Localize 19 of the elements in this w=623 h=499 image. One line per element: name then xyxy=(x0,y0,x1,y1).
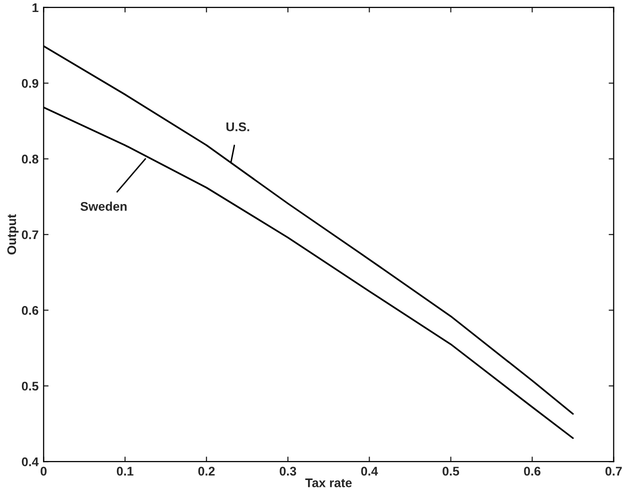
x-tick-label: 0.7 xyxy=(605,466,622,476)
x-tick-label: 0.2 xyxy=(198,466,215,476)
x-tick-label: 0.1 xyxy=(116,466,134,476)
y-axis-title: Output xyxy=(7,214,19,254)
x-tick-label: 0.4 xyxy=(361,466,378,476)
x-tick-label: 0.3 xyxy=(280,466,296,476)
x-tick-label: 0.5 xyxy=(442,466,460,476)
y-tick-label: 0.5 xyxy=(22,382,38,391)
y-tick-label: 0.9 xyxy=(22,78,38,88)
x-axis-title: Tax rate xyxy=(305,478,352,488)
y-tick-label: 0.8 xyxy=(22,154,38,164)
y-tick-label: 0.7 xyxy=(22,230,38,240)
y-tick-label: 0.4 xyxy=(22,457,39,466)
y-tick-label: 0.6 xyxy=(22,306,38,315)
annotation: Sweden xyxy=(80,202,127,211)
y-tick-label: 1 xyxy=(32,3,38,12)
x-tick-label: 0 xyxy=(40,466,47,476)
annotation: U.S. xyxy=(226,122,250,132)
x-tick-label: 0.6 xyxy=(524,466,540,476)
